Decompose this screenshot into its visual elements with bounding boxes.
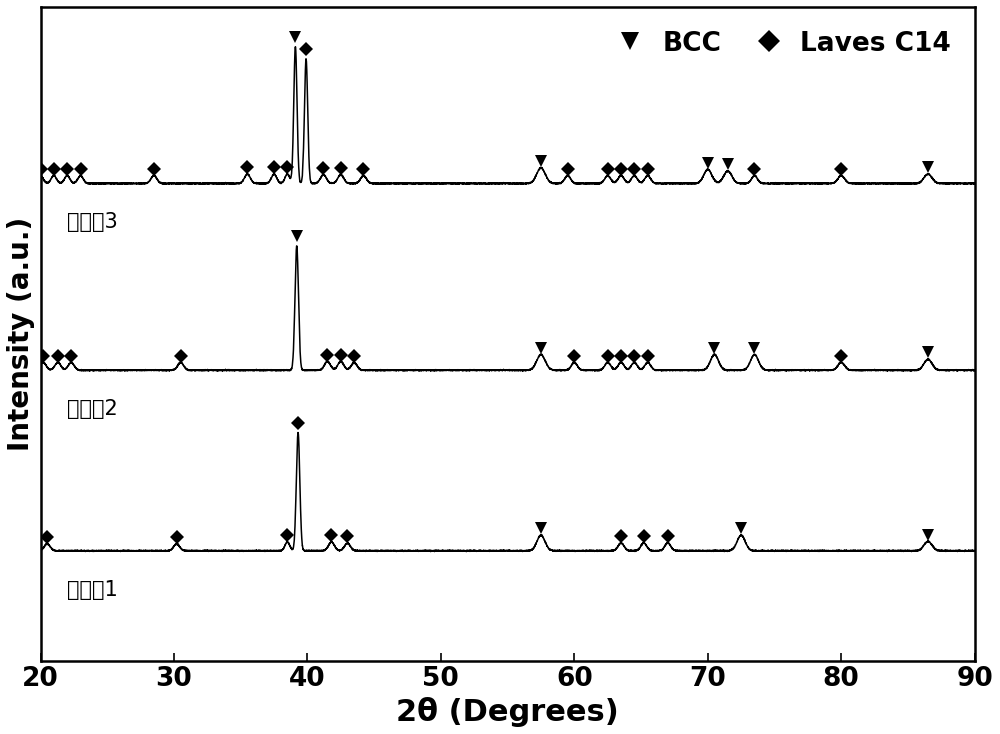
- Text: 实施例1: 实施例1: [67, 580, 118, 600]
- Legend: BCC, Laves C14: BCC, Laves C14: [594, 20, 961, 68]
- Text: 实施例3: 实施例3: [67, 212, 118, 233]
- Y-axis label: Intensity (a.u.): Intensity (a.u.): [7, 217, 35, 451]
- Text: 实施例2: 实施例2: [67, 399, 118, 419]
- X-axis label: 2θ (Degrees): 2θ (Degrees): [396, 697, 619, 727]
